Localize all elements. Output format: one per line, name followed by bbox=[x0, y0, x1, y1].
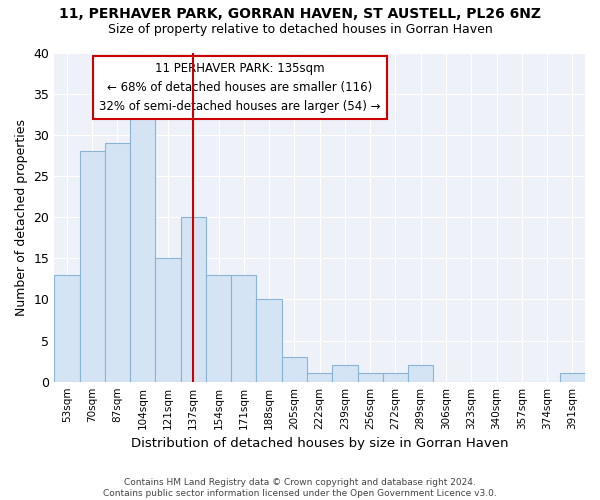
Text: 11 PERHAVER PARK: 135sqm
← 68% of detached houses are smaller (116)
32% of semi-: 11 PERHAVER PARK: 135sqm ← 68% of detach… bbox=[99, 62, 381, 114]
Bar bbox=[408, 365, 433, 382]
Bar bbox=[332, 365, 358, 382]
Bar bbox=[560, 374, 585, 382]
Bar bbox=[80, 152, 105, 382]
Text: Contains HM Land Registry data © Crown copyright and database right 2024.
Contai: Contains HM Land Registry data © Crown c… bbox=[103, 478, 497, 498]
Bar bbox=[206, 274, 231, 382]
Bar bbox=[231, 274, 256, 382]
Text: 11, PERHAVER PARK, GORRAN HAVEN, ST AUSTELL, PL26 6NZ: 11, PERHAVER PARK, GORRAN HAVEN, ST AUST… bbox=[59, 8, 541, 22]
Y-axis label: Number of detached properties: Number of detached properties bbox=[15, 118, 28, 316]
Bar bbox=[307, 374, 332, 382]
Bar bbox=[181, 217, 206, 382]
Bar bbox=[54, 274, 80, 382]
Bar bbox=[383, 374, 408, 382]
Bar bbox=[105, 143, 130, 382]
Bar bbox=[256, 300, 282, 382]
Bar bbox=[155, 258, 181, 382]
Bar bbox=[130, 118, 155, 382]
X-axis label: Distribution of detached houses by size in Gorran Haven: Distribution of detached houses by size … bbox=[131, 437, 508, 450]
Text: Size of property relative to detached houses in Gorran Haven: Size of property relative to detached ho… bbox=[107, 22, 493, 36]
Bar bbox=[282, 357, 307, 382]
Bar bbox=[358, 374, 383, 382]
